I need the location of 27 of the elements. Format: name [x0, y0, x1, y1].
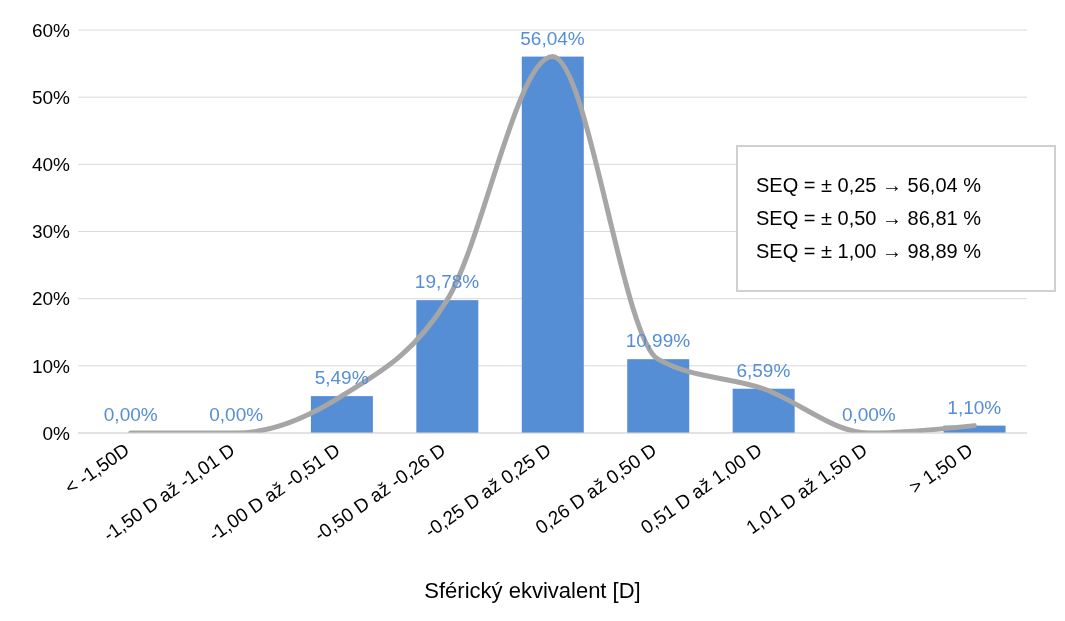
- data-label: 5,49%: [314, 367, 369, 389]
- data-label: 19,78%: [414, 271, 480, 293]
- bar: [416, 300, 479, 433]
- y-tick-label: 50%: [31, 86, 71, 108]
- data-label: 1,10%: [947, 396, 1002, 418]
- annotation: SEQ = ± 1,00 → 98,89 %: [756, 239, 982, 264]
- y-tick-label: 60%: [31, 19, 71, 41]
- data-label: 0,00%: [103, 404, 158, 425]
- bar: [521, 56, 584, 433]
- data-label: 10,99%: [625, 330, 691, 352]
- y-tick-label: 40%: [31, 154, 71, 176]
- y-tick-label: 20%: [31, 288, 71, 310]
- y-tick-label: 10%: [31, 355, 71, 377]
- annotation: SEQ = ± 0,50 → 86,81 %: [756, 206, 982, 231]
- bar: [732, 388, 795, 433]
- y-tick-label: 0%: [42, 422, 71, 444]
- x-tick-label: > 1,50 D: [905, 439, 977, 498]
- data-label: 56,04%: [520, 27, 585, 49]
- x-axis-title: Sférický ekvivalent [D]: [423, 578, 642, 604]
- data-label: 0,00%: [841, 404, 896, 425]
- annotation: SEQ = ± 0,25 → 56,04 %: [756, 173, 982, 198]
- bar: [627, 359, 690, 433]
- note-box: SEQ = ± 0,25 → 56,04 % SEQ = ± 0,50 → 86,81 % SEQ = ± 1,00 → 98,89 %: [736, 145, 1056, 292]
- data-label: 6,59%: [736, 359, 791, 381]
- bar: [310, 396, 373, 433]
- y-tick-label: 30%: [31, 221, 71, 243]
- data-label: 0,00%: [209, 404, 264, 425]
